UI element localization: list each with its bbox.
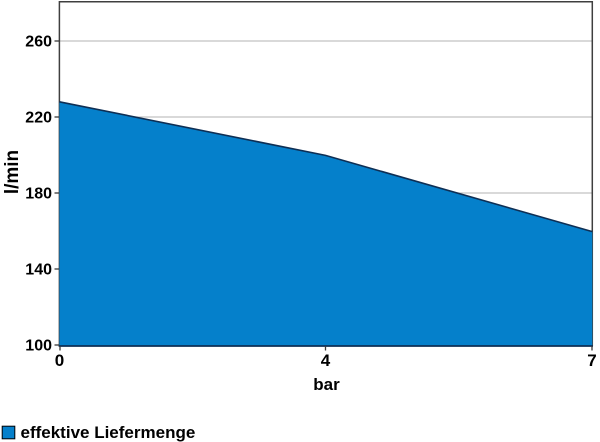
svg-text:effektive Liefermenge: effektive Liefermenge [21, 423, 196, 442]
svg-text:180: 180 [25, 186, 52, 203]
svg-text:220: 220 [25, 110, 52, 127]
svg-text:0: 0 [55, 351, 64, 370]
svg-text:l/min: l/min [2, 150, 23, 194]
svg-text:4: 4 [321, 351, 331, 370]
svg-text:260: 260 [25, 34, 52, 51]
svg-text:140: 140 [25, 262, 52, 279]
svg-text:7: 7 [587, 351, 596, 370]
svg-text:bar: bar [313, 375, 340, 394]
svg-text:100: 100 [25, 338, 52, 355]
